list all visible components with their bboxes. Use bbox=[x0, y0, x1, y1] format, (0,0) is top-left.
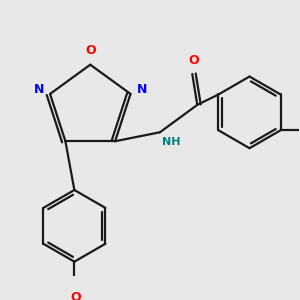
Text: O: O bbox=[188, 54, 199, 67]
Text: N: N bbox=[34, 83, 44, 97]
Text: N: N bbox=[136, 83, 147, 97]
Text: NH: NH bbox=[162, 137, 180, 147]
Text: O: O bbox=[85, 44, 96, 57]
Text: O: O bbox=[70, 290, 81, 300]
